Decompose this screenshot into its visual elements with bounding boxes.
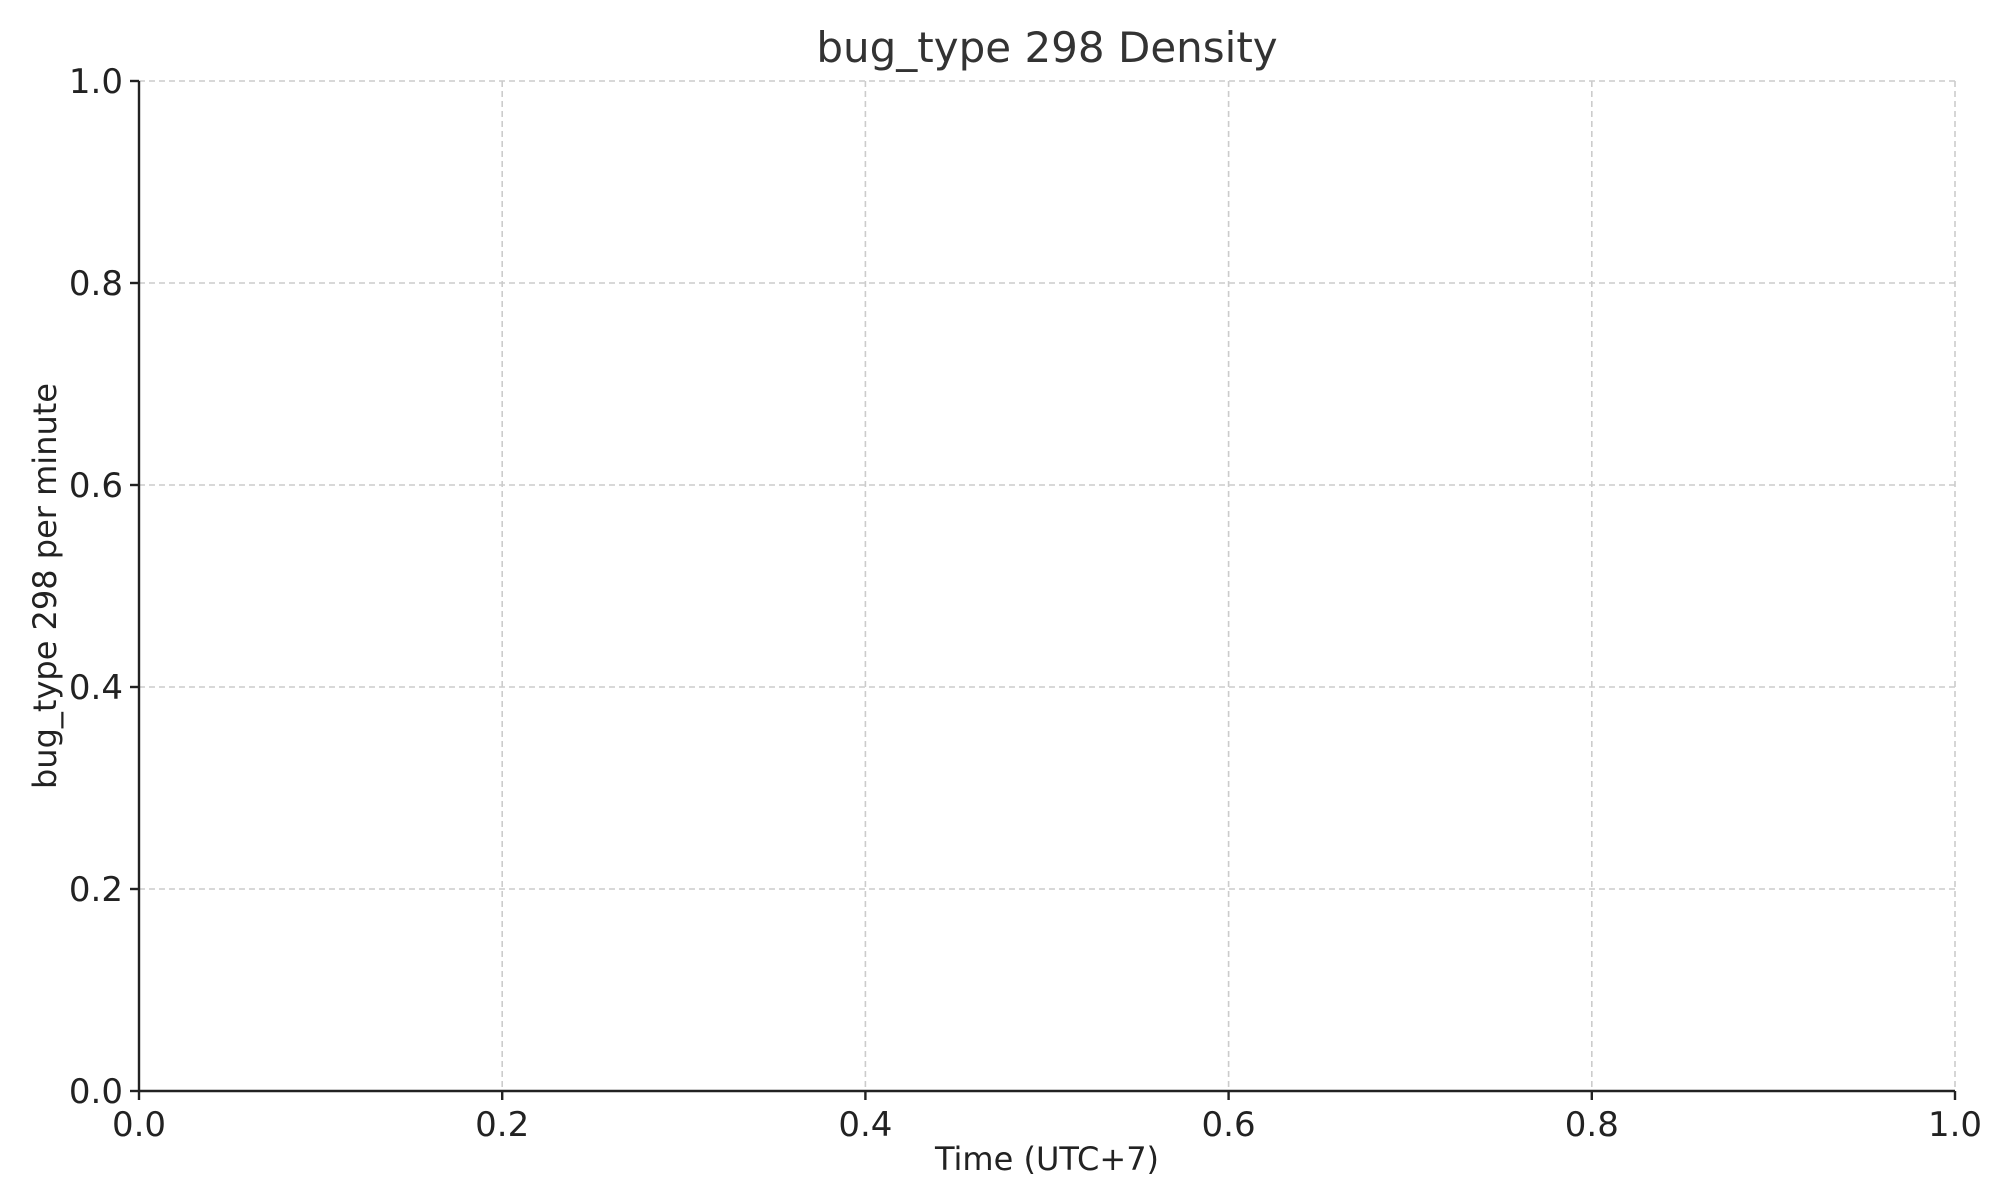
y-tick-label: 0.6 — [69, 466, 123, 506]
axes-spines — [137, 81, 1955, 1093]
x-tick-label: 1.0 — [1928, 1105, 1982, 1145]
x-tick-label: 0.6 — [1202, 1105, 1256, 1145]
y-tick-label: 0.2 — [69, 870, 123, 910]
x-tick-label: 0.0 — [112, 1105, 166, 1145]
y-axis-ticks: 0.0 0.2 0.4 0.6 0.8 1.0 — [69, 62, 139, 1112]
x-axis-label: Time (UTC+7) — [934, 1140, 1159, 1178]
y-tick-label: 1.0 — [69, 62, 123, 102]
y-axis-label: bug_type 298 per minute — [26, 383, 64, 789]
y-tick-label: 0.4 — [69, 668, 123, 708]
x-tick-label: 0.8 — [1565, 1105, 1619, 1145]
x-tick-label: 0.2 — [475, 1105, 529, 1145]
x-tick-label: 0.4 — [838, 1105, 892, 1145]
x-axis-ticks: 0.0 0.2 0.4 0.6 0.8 1.0 — [112, 1091, 1982, 1145]
chart-title: bug_type 298 Density — [816, 23, 1277, 72]
grid — [138, 80, 1956, 1092]
y-tick-label: 0.8 — [69, 264, 123, 304]
y-tick-label: 0.0 — [69, 1072, 123, 1112]
